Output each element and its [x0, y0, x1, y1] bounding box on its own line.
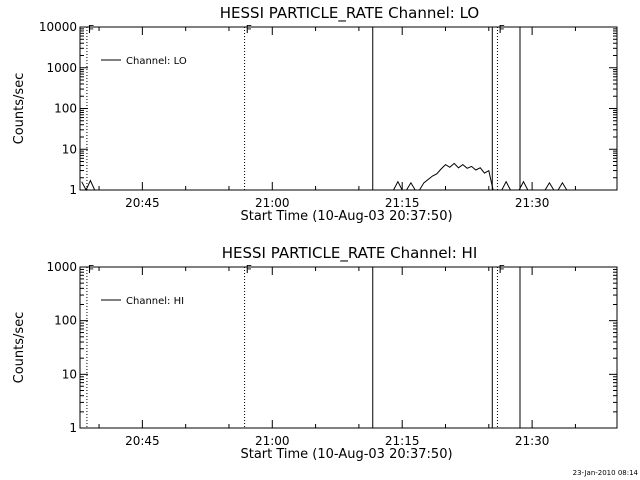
x-tick-label: 20:45: [125, 434, 160, 448]
event-marker-label: F: [88, 23, 94, 36]
chart-title: HESSI PARTICLE_RATE Channel: HI: [222, 244, 478, 263]
event-marker-label: F: [498, 23, 504, 36]
y-tick-label: 10000: [39, 20, 77, 34]
y-tick-label: 100: [54, 314, 77, 328]
series-line: [501, 180, 511, 191]
footer-timestamp: 23-Jan-2010 08:14: [573, 469, 639, 477]
y-tick-label: 1: [69, 421, 77, 435]
y-axis-label: Counts/sec: [12, 312, 27, 384]
y-tick-label: 10: [62, 367, 77, 381]
hi-channel-panel: HESSI PARTICLE_RATE Channel: HI 20:45 21:0…: [12, 244, 618, 462]
x-axis-label: Start Time (10-Aug-03 20:37:50): [240, 209, 452, 224]
y-tick-label: 1000: [46, 61, 77, 75]
series-line: [419, 162, 494, 191]
series-line: [81, 179, 96, 192]
series-line: [544, 181, 555, 191]
event-marker-label: F: [246, 263, 252, 276]
x-tick-label: 21:30: [515, 434, 550, 448]
x-tick-label: 21:15: [385, 434, 420, 448]
x-tick-label: 21:00: [255, 434, 290, 448]
event-marker-label: F: [246, 23, 252, 36]
lo-channel-panel: HESSI PARTICLE_RATE Channel: LO 20:45 21:0…: [12, 4, 618, 224]
event-marker-label: F: [88, 263, 94, 276]
plot-frame: [79, 26, 618, 191]
plot-frame: [79, 266, 618, 429]
series-line: [393, 180, 403, 191]
y-tick-label: 1: [69, 183, 77, 197]
y-tick-label: 10: [62, 142, 77, 156]
x-tick-label: 20:45: [125, 196, 160, 210]
legend-label: Channel: LO: [126, 56, 187, 67]
series-line: [557, 181, 568, 191]
event-marker-label: F: [498, 263, 504, 276]
series-line: [406, 181, 416, 191]
y-tick-label: 1000: [46, 260, 77, 274]
x-tick-label: 21:00: [255, 196, 290, 210]
y-axis-label: Counts/sec: [12, 73, 27, 145]
chart-title: HESSI PARTICLE_RATE Channel: LO: [220, 4, 479, 23]
legend-label: Channel: HI: [126, 296, 184, 307]
x-axis-label: Start Time (10-Aug-03 20:37:50): [240, 447, 452, 462]
series-line: [518, 180, 529, 191]
x-tick-label: 21:30: [515, 196, 550, 210]
y-tick-label: 100: [54, 102, 77, 116]
x-tick-label: 21:15: [385, 196, 420, 210]
